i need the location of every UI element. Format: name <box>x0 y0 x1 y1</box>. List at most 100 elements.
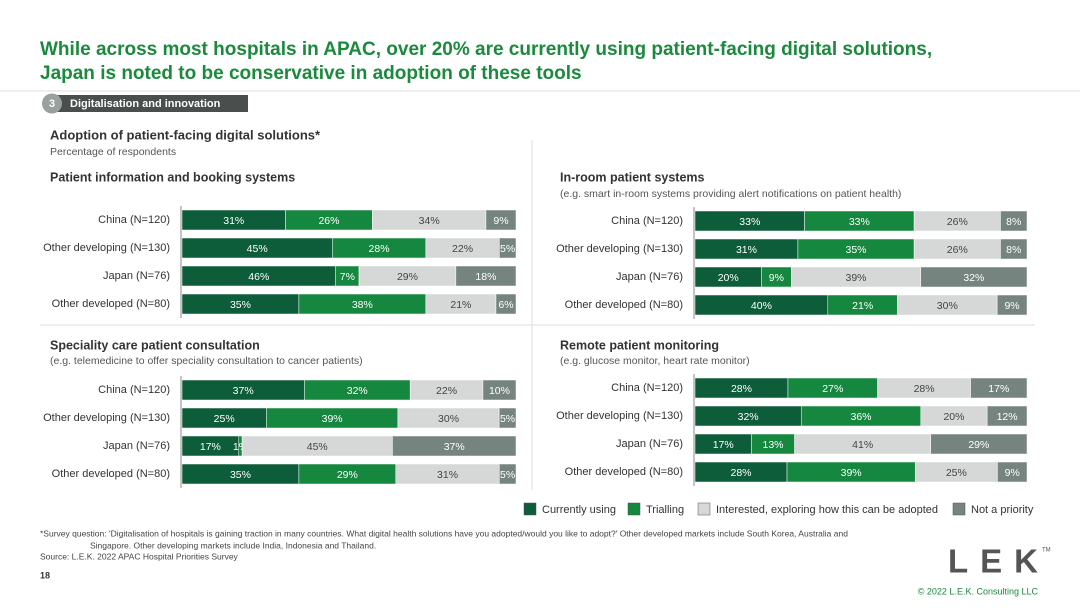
category-label: Japan (N=76) <box>616 271 683 283</box>
value-label: 39% <box>322 413 343 425</box>
value-label: 30% <box>438 413 459 425</box>
bar-segment <box>392 435 517 457</box>
chart-subtitle: (e.g. glucose monitor, heart rate monito… <box>560 355 750 367</box>
legend-label: Interested, exploring how this can be ad… <box>716 504 938 516</box>
category-label: Other developed (N=80) <box>52 468 170 480</box>
value-label: 9% <box>1005 467 1020 479</box>
value-label: 31% <box>736 244 757 256</box>
category-label: Other developed (N=80) <box>565 299 683 311</box>
value-label: 21% <box>852 300 873 312</box>
value-label: 8% <box>1006 244 1021 256</box>
bar-segment <box>996 294 1028 316</box>
bar-segment <box>920 266 1028 288</box>
value-label: 17% <box>713 439 734 451</box>
logo-mark: TM <box>1042 548 1051 554</box>
value-label: 8% <box>1006 216 1021 228</box>
value-label: 20% <box>943 411 964 423</box>
category-label: China (N=120) <box>611 382 683 394</box>
value-label: 26% <box>947 244 968 256</box>
value-label: 20% <box>718 272 739 284</box>
category-label: Japan (N=76) <box>103 440 170 452</box>
value-label: 45% <box>307 441 328 453</box>
value-label: 13% <box>763 439 784 451</box>
value-label: 40% <box>751 300 772 312</box>
chart-title: Remote patient monitoring <box>560 338 719 352</box>
value-label: 37% <box>444 441 465 453</box>
value-label: 5% <box>500 243 515 255</box>
value-label: 45% <box>247 243 268 255</box>
value-label: 17% <box>200 441 221 453</box>
value-label: 31% <box>223 215 244 227</box>
value-label: 10% <box>489 385 510 397</box>
category-label: Other developed (N=80) <box>52 298 170 310</box>
slide-title: Japan is noted to be conservative in ado… <box>40 63 582 84</box>
chart-subtitle: (e.g. smart in-room systems providing al… <box>560 188 901 200</box>
legend-swatch <box>523 502 537 516</box>
bar-segment <box>498 407 517 429</box>
section-badge <box>42 93 62 114</box>
slide-title: While across most hospitals in APAC, ove… <box>40 39 932 60</box>
value-label: 21% <box>450 299 471 311</box>
legend-swatch <box>627 502 641 516</box>
value-label: 29% <box>397 271 418 283</box>
bar-segment <box>495 293 517 315</box>
section-label: Digitalisation and innovation <box>70 98 221 110</box>
value-label: 36% <box>850 411 871 423</box>
bar-segment <box>455 265 517 287</box>
category-label: China (N=120) <box>611 215 683 227</box>
value-label: 35% <box>846 244 867 256</box>
legend-swatch <box>697 502 711 516</box>
value-label: 30% <box>937 300 958 312</box>
category-label: Japan (N=76) <box>103 270 170 282</box>
heading: Adoption of patient-facing digital solut… <box>50 127 321 142</box>
value-label: 32% <box>347 385 368 397</box>
category-label: Other developing (N=130) <box>556 410 683 422</box>
legend-swatch <box>952 502 966 516</box>
value-label: 9% <box>1004 300 1019 312</box>
value-label: 32% <box>963 272 984 284</box>
value-label: 25% <box>946 467 967 479</box>
value-label: 28% <box>731 383 752 395</box>
value-label: 27% <box>822 383 843 395</box>
value-label: 18% <box>475 271 496 283</box>
bar-segment <box>986 405 1028 427</box>
bar-segment <box>499 237 517 259</box>
section-number: 3 <box>49 98 55 110</box>
subheading: Percentage of respondents <box>50 146 176 158</box>
value-label: 9% <box>769 272 784 284</box>
chart-title: Patient information and booking systems <box>50 170 295 184</box>
bar-segment <box>997 461 1028 483</box>
value-label: 37% <box>233 385 254 397</box>
value-label: 39% <box>841 467 862 479</box>
value-label: 22% <box>452 243 473 255</box>
value-label: 29% <box>968 439 989 451</box>
value-label: 5% <box>500 413 515 425</box>
value-label: 29% <box>337 469 358 481</box>
chart-subtitle: (e.g. telemedicine to offer speciality c… <box>50 355 363 367</box>
value-label: 46% <box>248 271 269 283</box>
value-label: 28% <box>369 243 390 255</box>
value-label: 38% <box>352 299 373 311</box>
bar-segment <box>1000 210 1028 232</box>
value-label: 17% <box>988 383 1009 395</box>
value-label: 35% <box>230 299 251 311</box>
value-label: 33% <box>739 216 760 228</box>
chart-title: In-room patient systems <box>560 170 705 184</box>
logo: LEK <box>948 543 1050 580</box>
legend-label: Not a priority <box>971 504 1034 516</box>
bar-segment <box>485 209 517 231</box>
value-label: 31% <box>437 469 458 481</box>
value-label: 6% <box>498 299 513 311</box>
value-label: 35% <box>230 469 251 481</box>
category-label: Other developed (N=80) <box>565 466 683 478</box>
value-label: 33% <box>849 216 870 228</box>
category-label: China (N=120) <box>98 384 170 396</box>
legend-label: Currently using <box>542 504 616 516</box>
value-label: 5% <box>500 469 515 481</box>
value-label: 12% <box>997 411 1018 423</box>
chart-title: Speciality care patient consultation <box>50 338 260 352</box>
value-label: 34% <box>419 215 440 227</box>
footnote: *Survey question: 'Digitalisation of hos… <box>40 528 848 538</box>
legend-label: Trialling <box>646 504 684 516</box>
value-label: 26% <box>947 216 968 228</box>
